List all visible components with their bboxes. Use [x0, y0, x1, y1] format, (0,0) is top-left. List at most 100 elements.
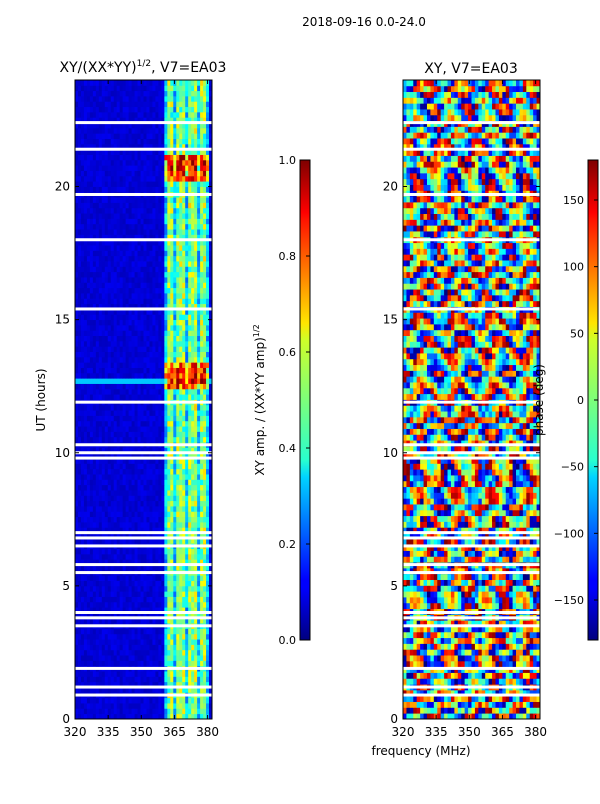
amplitude-cell [92, 234, 97, 241]
amplitude-cell [182, 367, 186, 374]
amplitude-cell [152, 175, 156, 182]
amplitude-cell [107, 298, 112, 305]
amplitude-cell [152, 250, 156, 257]
amplitude-cell [98, 527, 103, 534]
amplitude-cell [104, 404, 109, 411]
amplitude-cell [176, 367, 180, 374]
amplitude-cell [194, 335, 198, 342]
amplitude-cell [146, 532, 150, 539]
amplitude-cell [101, 468, 106, 475]
amplitude-cell [95, 617, 100, 624]
amplitude-cell [125, 410, 130, 416]
amplitude-cell [95, 378, 100, 384]
amplitude-cell [98, 681, 103, 688]
amplitude-cell [185, 303, 189, 310]
amplitude-cell [98, 351, 103, 358]
amplitude-cell [104, 303, 109, 310]
amplitude-cell [95, 314, 100, 321]
amplitude-cell [206, 197, 210, 203]
amplitude-cell [107, 175, 112, 182]
amplitude-cell [206, 468, 210, 475]
amplitude-cell [86, 585, 91, 592]
amplitude-cell [134, 181, 138, 187]
amplitude-cell [149, 708, 153, 715]
amplitude-cell [191, 340, 195, 347]
amplitude-cell [131, 564, 135, 571]
amplitude-cell [122, 308, 127, 315]
amplitude-cell [119, 633, 124, 640]
amplitude-cell [170, 516, 174, 523]
amplitude-cell [182, 410, 186, 416]
amplitude-cell [98, 713, 103, 719]
amplitude-cell [158, 213, 162, 219]
amplitude-cell [176, 607, 180, 613]
amplitude-cell [188, 537, 192, 544]
amplitude-cell [158, 511, 162, 518]
amplitude-cell [143, 655, 147, 661]
amplitude-cell [209, 612, 212, 619]
amplitude-cell [191, 532, 195, 539]
amplitude-cell [125, 458, 130, 464]
amplitude-cell [149, 607, 153, 613]
amplitude-cell [158, 553, 162, 560]
amplitude-cell [104, 681, 109, 688]
amplitude-cell [80, 383, 85, 390]
amplitude-cell [134, 410, 138, 416]
amplitude-cell [92, 564, 97, 571]
amplitude-cell [113, 644, 118, 651]
amplitude-cell [200, 165, 204, 171]
amplitude-cell [116, 458, 121, 464]
amplitude-cell [161, 575, 165, 581]
amplitude-cell [122, 356, 127, 363]
amplitude-cell [182, 436, 186, 443]
amplitude-cell [176, 170, 180, 177]
amplitude-cell [83, 601, 88, 608]
amplitude-cell [182, 596, 186, 603]
amplitude-cell [89, 495, 94, 502]
amplitude-cell [119, 378, 124, 384]
amplitude-cell [95, 463, 100, 470]
amplitude-cell [98, 484, 103, 491]
amplitude-cell [101, 282, 106, 289]
amplitude-cell [206, 165, 210, 171]
amplitude-cell [86, 314, 91, 321]
amplitude-cell [167, 340, 171, 347]
amplitude-cell [137, 687, 141, 693]
amplitude-cell [95, 154, 100, 161]
amplitude-cell [104, 420, 109, 427]
amplitude-cell [140, 394, 144, 400]
amplitude-cell [185, 261, 189, 267]
amplitude-cell [143, 245, 147, 251]
amplitude-cell [89, 261, 94, 267]
amplitude-cell [116, 213, 121, 219]
amplitude-cell [185, 197, 189, 203]
amplitude-cell [164, 287, 168, 294]
amplitude-cell [131, 234, 135, 241]
amplitude-cell [176, 484, 180, 491]
amplitude-cell [209, 239, 212, 246]
amplitude-cell [155, 383, 159, 390]
amplitude-cell [131, 676, 135, 683]
amplitude-cell [155, 207, 159, 214]
amplitude-cell [152, 601, 156, 608]
amplitude-cell [95, 511, 100, 518]
amplitude-cell [179, 458, 183, 464]
amplitude-cell [77, 143, 82, 150]
amplitude-cell [104, 548, 109, 555]
amplitude-cell [164, 644, 168, 651]
amplitude-cell [89, 138, 94, 145]
amplitude-cell [170, 575, 174, 581]
amplitude-cell [158, 314, 162, 321]
amplitude-cell [122, 415, 127, 422]
amplitude-cell [116, 154, 121, 161]
amplitude-cell [140, 229, 144, 235]
amplitude-cell [137, 388, 141, 395]
amplitude-cell [143, 553, 147, 560]
amplitude-cell [194, 436, 198, 443]
amplitude-cell [188, 463, 192, 470]
amplitude-cell [146, 713, 150, 719]
amplitude-cell [191, 468, 195, 475]
amplitude-cell [143, 159, 147, 166]
amplitude-cell [197, 404, 201, 411]
amplitude-cell [110, 186, 115, 193]
